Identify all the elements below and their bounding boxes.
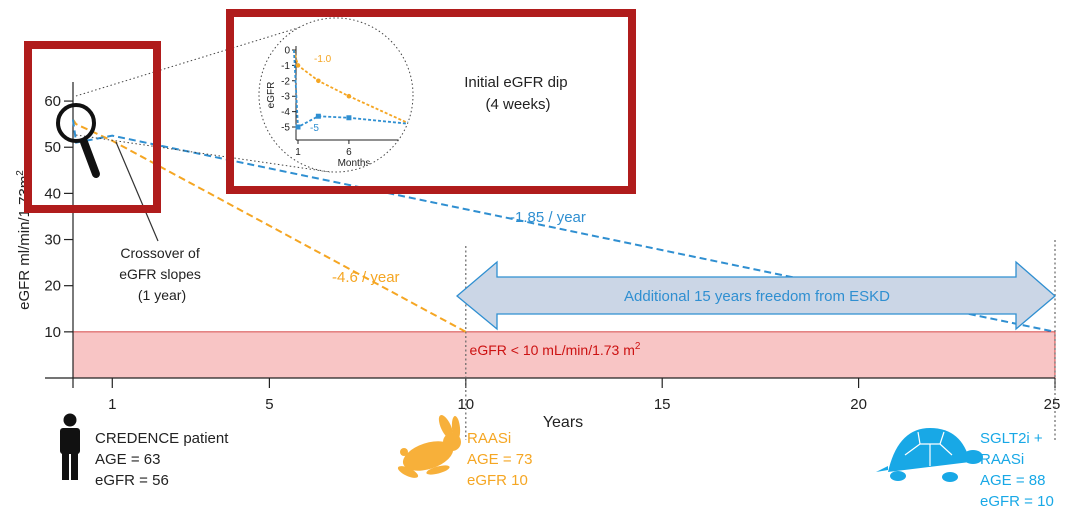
inset-point-raasi bbox=[407, 121, 413, 127]
patient-info-sglt2i-raasi: SGLT2i + RAASi AGE = 88 eGFR = 10 bbox=[980, 430, 1054, 510]
patient-info-raasi: RAASi AGE = 73 eGFR 10 bbox=[467, 430, 537, 489]
crossover-pointer bbox=[115, 141, 159, 242]
series-line-raasi bbox=[72, 118, 467, 333]
eskd-threshold-band bbox=[72, 331, 1056, 379]
threshold-label: eGFR < 10 mL/min/1.73 m2 bbox=[470, 341, 641, 358]
inset-y-tick-label: 0 bbox=[284, 46, 290, 57]
y-tick-label: 10 bbox=[44, 324, 61, 341]
inset-point-sglt2i-raasi bbox=[295, 124, 301, 130]
inset-point-raasi bbox=[346, 93, 352, 99]
freedom-arrow-label: Additional 15 years freedom from ESKD bbox=[624, 288, 890, 305]
inset-chart: 1 6 12 0 -1 -2 -3 -4 -5 -1.0 -5 Months eGFR bbox=[266, 46, 416, 169]
crossover-annotation: Crossover of eGFR slopes (1 year) bbox=[119, 245, 205, 303]
inset-y-tick-label: -1 bbox=[281, 61, 290, 72]
x-tick-label: 15 bbox=[654, 396, 671, 413]
y-tick-label: 50 bbox=[44, 139, 61, 156]
inset-x-label: Months bbox=[338, 158, 371, 169]
inset-lens bbox=[258, 17, 414, 173]
inset-y-label: eGFR bbox=[266, 82, 277, 109]
x-tick-label: 20 bbox=[850, 396, 867, 413]
series-line-sglt2i-raasi bbox=[72, 119, 1056, 333]
y-tick-label: 20 bbox=[44, 278, 61, 295]
inset-x-tick-label: 6 bbox=[346, 147, 352, 158]
inset-y-tick-label: -3 bbox=[281, 92, 290, 103]
x-axis-label: Years bbox=[543, 414, 583, 431]
x-tick-label: 1 bbox=[108, 396, 116, 413]
slope-label-sglt2i-raasi: -1.85 / year bbox=[510, 209, 586, 226]
milestone-lines bbox=[465, 240, 1056, 440]
inset-x-tick-label: 12 bbox=[404, 147, 416, 158]
zoom-guide-line bbox=[75, 134, 331, 173]
inset-x-tick-label: 1 bbox=[295, 147, 301, 158]
inset-y-tick-label: -2 bbox=[281, 76, 290, 87]
x-tick-group: 1 5 10 15 20 25 bbox=[72, 378, 1061, 413]
rabbit-icon bbox=[397, 415, 461, 478]
slope-label-raasi: -4.6 / year bbox=[332, 269, 400, 286]
freedom-arrow bbox=[455, 260, 1056, 331]
y-tick-label: 60 bbox=[44, 93, 61, 110]
y-tick-group: 10 20 30 40 50 60 bbox=[44, 93, 73, 341]
inset-label-raasi: -1.0 bbox=[314, 54, 332, 65]
dip-annotation: Initial eGFR dip (4 weeks) bbox=[464, 74, 572, 113]
x-tick-label: 5 bbox=[265, 396, 273, 413]
y-tick-label: 40 bbox=[44, 185, 61, 202]
inset-point-raasi bbox=[295, 63, 301, 68]
highlight-box-inset bbox=[226, 9, 636, 194]
magnifier-icon bbox=[56, 103, 100, 178]
y-tick-label: 30 bbox=[44, 232, 61, 249]
inset-point-sglt2i-raasi bbox=[346, 115, 352, 121]
inset-point-sglt2i-raasi bbox=[315, 113, 321, 119]
highlight-box-origin bbox=[24, 41, 161, 213]
inset-point-sglt2i-raasi bbox=[407, 121, 413, 127]
x-tick-label: 25 bbox=[1044, 396, 1061, 413]
inset-y-tick-label: -4 bbox=[281, 107, 290, 118]
turtle-icon bbox=[876, 428, 983, 482]
inset-label-sglt2i-raasi: -5 bbox=[310, 123, 319, 134]
person-icon bbox=[60, 413, 80, 480]
inset-point-raasi bbox=[316, 78, 321, 84]
patient-info-credence: CREDENCE patient AGE = 63 eGFR = 56 bbox=[95, 430, 233, 489]
inset-y-tick-label: -5 bbox=[281, 123, 290, 134]
